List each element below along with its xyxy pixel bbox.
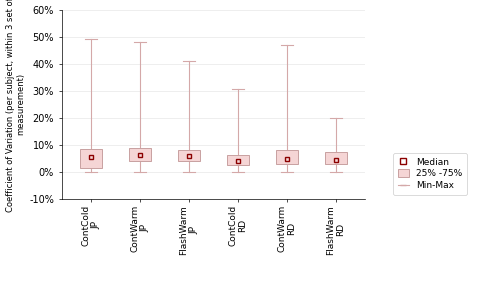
Bar (129, 148, 151, 161)
Bar (276, 151, 297, 164)
Bar (80, 149, 102, 168)
Bar (324, 152, 346, 164)
Bar (227, 154, 249, 165)
Y-axis label: Coefficient of Variation (per subject, within 3 set of
measurement): Coefficient of Variation (per subject, w… (6, 0, 25, 212)
Legend: Median, 25% -75%, Min-Max: Median, 25% -75%, Min-Max (394, 153, 466, 195)
Bar (178, 151, 200, 161)
